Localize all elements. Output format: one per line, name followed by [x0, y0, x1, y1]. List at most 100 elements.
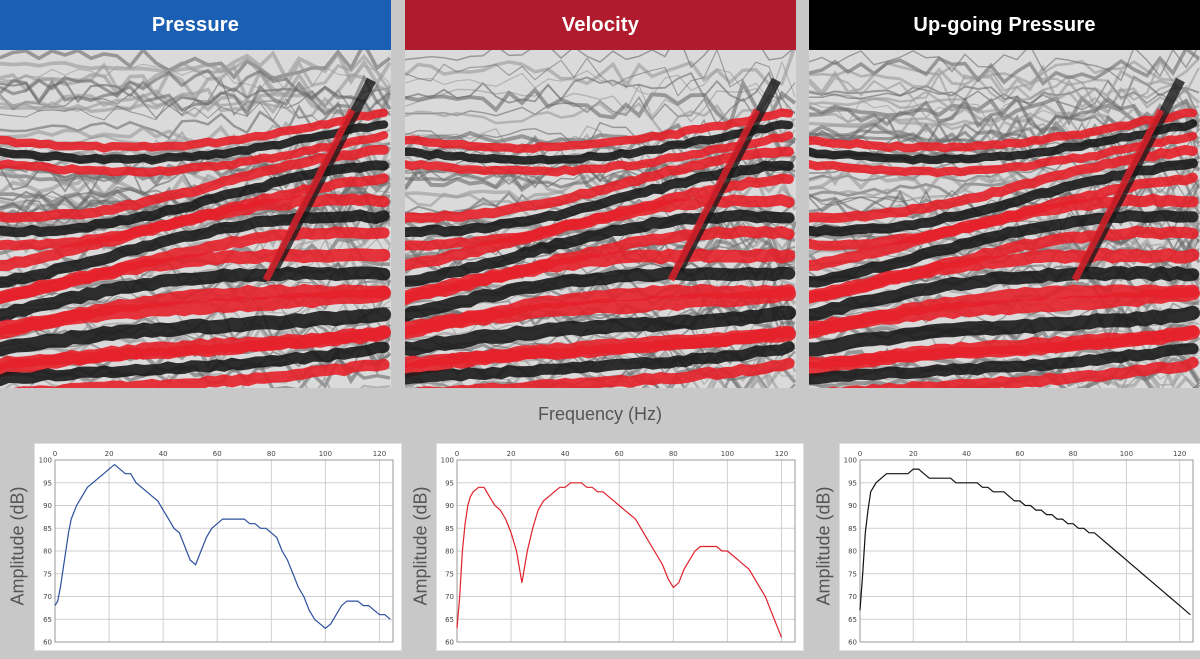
x-tick-label: 100: [319, 450, 332, 458]
seismic-reflector: [0, 193, 390, 272]
seismic-streak: [405, 50, 796, 101]
x-tick-label: 80: [1069, 450, 1078, 458]
seismic-reflector: [405, 248, 796, 304]
seismic-reflector: [405, 326, 795, 369]
x-tick-label: 60: [615, 450, 624, 458]
seismic-reflector: [405, 266, 796, 323]
seismic-streak: [405, 70, 796, 114]
seismic-streak: [809, 50, 1198, 82]
x-tick-label: 40: [159, 450, 168, 458]
y-tick-label: 70: [445, 593, 454, 601]
seismic-reflector: [809, 286, 1200, 336]
x-tick-label: 120: [775, 450, 788, 458]
plot-frame: [54, 459, 394, 643]
y-tick-label: 65: [848, 616, 857, 624]
seismic-reflector: [405, 146, 794, 224]
y-tick-label: 95: [848, 479, 857, 487]
seismic-reflector: [0, 108, 389, 153]
seismic-image-velocity: [405, 50, 796, 388]
seismic-reflector: [0, 286, 391, 336]
seismic-reflector: [809, 209, 1199, 288]
seismic-reflector: [405, 120, 794, 165]
x-tick-label: 0: [455, 450, 459, 458]
y-tick-label: 60: [43, 639, 52, 647]
seismic-reflector: [809, 343, 1199, 385]
seismic-reflector: [809, 248, 1200, 304]
seismic-streak: [405, 60, 796, 101]
panel-header-pressure: Pressure: [0, 0, 391, 50]
x-tick-label: 40: [561, 450, 570, 458]
seismic-svg: [405, 50, 796, 388]
spectrum-svg: 0 20 40 60 80 100 120 60 65 70 75 80 85 90 95 100: [39, 450, 394, 647]
spectrum-chart-pressure: 0 20 40 60 80 100 120 60 65 70 75 80 85 90 95 100: [34, 443, 402, 651]
x-tick-label: 0: [53, 450, 57, 458]
spectrum-chart-velocity: 0 20 40 60 80 100 120 60 65 70 75 80 85 90 95 100: [436, 443, 804, 651]
seismic-streak: [405, 94, 796, 126]
panel-title: Up-going Pressure: [913, 13, 1096, 36]
x-tick-label: 120: [373, 450, 386, 458]
seismic-streak: [0, 74, 391, 118]
seismic-streak: [809, 94, 1200, 134]
seismic-reflector: [405, 209, 795, 287]
seismic-streak: [0, 99, 391, 140]
x-tick-label: 20: [909, 450, 918, 458]
seismic-reflector: [809, 144, 1198, 224]
y-axis-label-text: Amplitude (dB): [813, 486, 834, 606]
y-axis-label-velocity: Amplitude (dB): [409, 443, 433, 649]
seismic-reflector: [405, 286, 796, 336]
seismic-streak: [405, 162, 796, 195]
seismic-fault: [667, 108, 761, 282]
seismic-fault: [1071, 108, 1165, 282]
plot-frame: [456, 459, 796, 643]
x-tick-label: 20: [507, 450, 516, 458]
seismic-image-pressure: [0, 50, 391, 388]
seismic-reflector: [416, 357, 795, 388]
x-tick-label: 100: [1120, 450, 1133, 458]
x-tick-label: 20: [105, 450, 114, 458]
seismic-reflector: [0, 209, 390, 288]
spectrum-svg: 0 20 40 60 80 100 120 60 65 70 75 80 85 90 95 100: [441, 450, 796, 647]
y-axis-label-text: Amplitude (dB): [410, 486, 431, 606]
x-tick-label: 80: [669, 450, 678, 458]
seismic-streak: [405, 50, 793, 69]
seismic-reflector: [13, 358, 390, 388]
seismic-reflector: [405, 305, 796, 357]
y-tick-label: 85: [43, 525, 52, 533]
seismic-reflector: [405, 341, 795, 385]
seismic-streak: [405, 369, 779, 388]
seismic-reflector: [0, 248, 391, 305]
x-tick-label: 100: [721, 450, 734, 458]
y-tick-label: 65: [43, 616, 52, 624]
seismic-streak: [0, 132, 391, 179]
y-tick-label: 75: [848, 570, 857, 578]
y-tick-label: 100: [39, 457, 52, 465]
series-line: [456, 482, 783, 638]
seismic-svg: [0, 50, 391, 388]
y-tick-label: 75: [445, 570, 454, 578]
seismic-streak: [405, 83, 796, 127]
panel-title: Pressure: [151, 13, 240, 36]
seismic-streak: [0, 92, 391, 123]
seismic-streak: [809, 59, 1200, 115]
x-tick-label: 60: [1015, 450, 1024, 458]
seismic-streak: [0, 50, 391, 87]
seismic-streak: [0, 68, 391, 110]
seismic-reflector: [0, 307, 391, 357]
seismic-fault: [262, 108, 356, 282]
seismic-reflector: [405, 108, 794, 154]
x-tick-label: 60: [213, 450, 222, 458]
y-tick-label: 60: [848, 639, 857, 647]
plot-frame: [859, 459, 1194, 643]
y-tick-label: 75: [43, 570, 52, 578]
y-tick-label: 85: [848, 525, 857, 533]
seismic-reflector: [0, 131, 389, 177]
seismic-streak: [809, 64, 1200, 104]
y-tick-label: 85: [445, 525, 454, 533]
y-tick-label: 70: [43, 593, 52, 601]
seismic-reflector: [0, 145, 389, 223]
y-tick-label: 95: [43, 479, 52, 487]
seismic-reflector: [809, 119, 1198, 165]
x-tick-label: 80: [267, 450, 276, 458]
y-tick-label: 80: [848, 548, 857, 556]
seismic-reflector: [809, 108, 1198, 153]
